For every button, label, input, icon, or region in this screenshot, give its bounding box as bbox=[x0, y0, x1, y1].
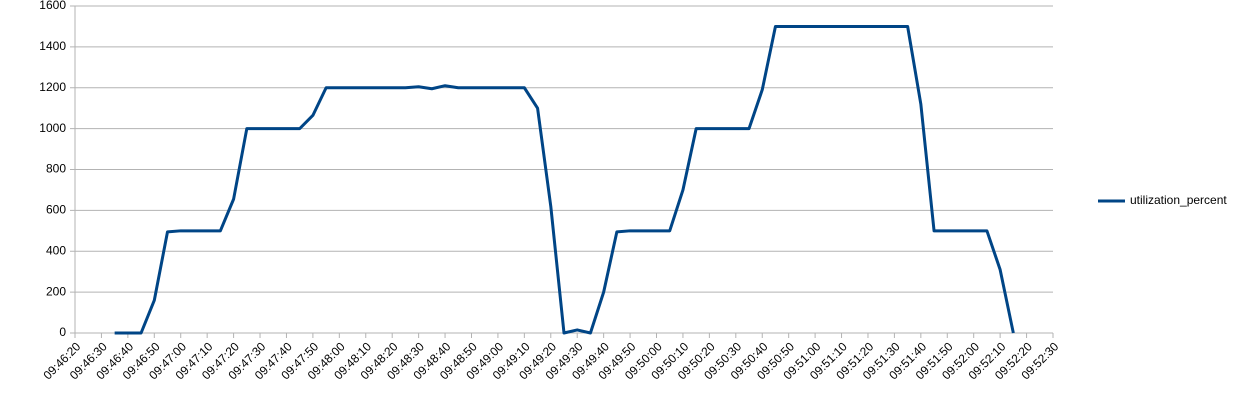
y-tick-label: 1600 bbox=[39, 0, 66, 12]
y-tick-label: 800 bbox=[46, 162, 66, 176]
y-tick-label: 600 bbox=[46, 203, 66, 217]
y-tick-label: 1000 bbox=[39, 121, 66, 135]
y-tick-label: 0 bbox=[59, 325, 66, 339]
series-line bbox=[114, 24, 1015, 335]
legend-label: utilization_percent bbox=[1130, 193, 1227, 207]
y-tick-label: 400 bbox=[46, 243, 66, 257]
y-tick-label: 1400 bbox=[39, 39, 66, 53]
y-tick-label: 1200 bbox=[39, 80, 66, 94]
y-tick-label: 200 bbox=[46, 284, 66, 298]
